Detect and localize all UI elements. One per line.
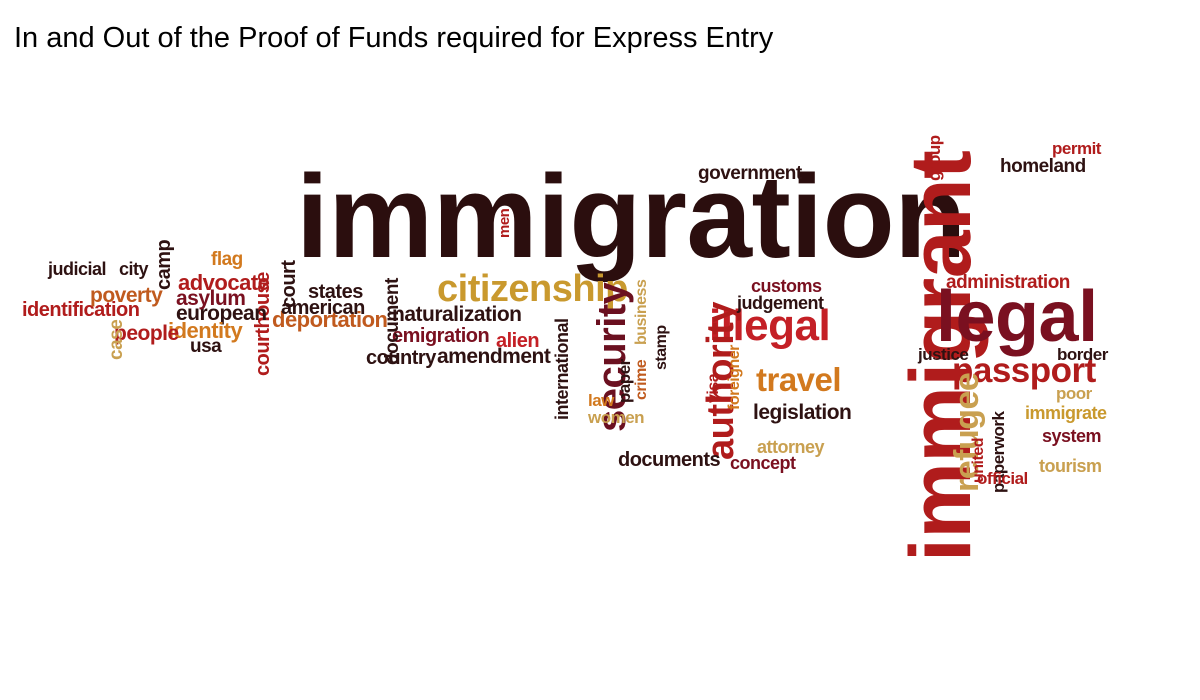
cloud-word: group [925,135,944,181]
cloud-word: deportation [272,307,388,332]
cloud-word: advocate [178,270,270,295]
cloud-word: documents [618,449,721,471]
cloud-word: government [698,163,802,184]
cloud-word: tourism [1039,456,1102,476]
page-title: In and Out of the Proof of Funds require… [14,22,774,54]
cloud-word: poor [1056,384,1092,403]
cloud-word: men [496,208,513,238]
cloud-word: judicial [48,259,107,279]
cloud-word: states [308,281,363,303]
cloud-word: camp [153,239,175,290]
cloud-word: international [552,318,572,420]
cloud-word: official [977,469,1028,488]
cloud-word: people [114,322,179,345]
cloud-word: paper [615,359,634,403]
cloud-word: asylum [176,287,246,310]
cloud-word: naturalization [392,303,522,326]
cloud-word: passport [952,351,1096,390]
cloud-word: poverty [90,284,163,307]
cloud-word: usa [190,336,222,357]
cloud-word: law [588,391,614,410]
cloud-word: attorney [757,437,825,457]
cloud-word: immigration [296,151,966,283]
cloud-word: women [588,408,645,427]
cloud-word: border [1057,345,1108,364]
cloud-word: concept [730,453,796,473]
cloud-word: city [119,259,149,279]
cloud-word: alien [496,330,540,352]
cloud-word: judgement [737,293,824,313]
cloud-word: foreigner [726,345,743,410]
cloud-word: immigrate [1025,403,1107,423]
cloud-word: amendment [437,345,551,368]
cloud-word: stamp [653,325,670,370]
cloud-word: system [1042,426,1102,446]
cloud-word: emigration [392,325,490,347]
cloud-word: citizenship [437,268,628,310]
cloud-word: travel [756,361,842,398]
cloud-word: business [633,279,650,345]
cloud-word: legislation [753,401,852,424]
cloud-word: visa [705,373,722,403]
cloud-word: identification [22,299,140,321]
cloud-word: american [281,297,365,319]
cloud-word: flag [211,249,243,270]
cloud-word: country [366,347,436,369]
cloud-word: crime [633,359,650,400]
cloud-word: identity [168,318,243,343]
cloud-word: permit [1052,139,1101,158]
cloud-word: european [176,302,267,325]
cloud-word: administration [946,272,1070,293]
cloud-word: justice [918,345,969,364]
cloud-word: homeland [1000,156,1086,177]
cloud-word: legal [936,277,1098,357]
cloud-word: customs [751,276,822,296]
cloud-word: illegal [709,301,831,350]
cloud-word: case [106,319,127,360]
